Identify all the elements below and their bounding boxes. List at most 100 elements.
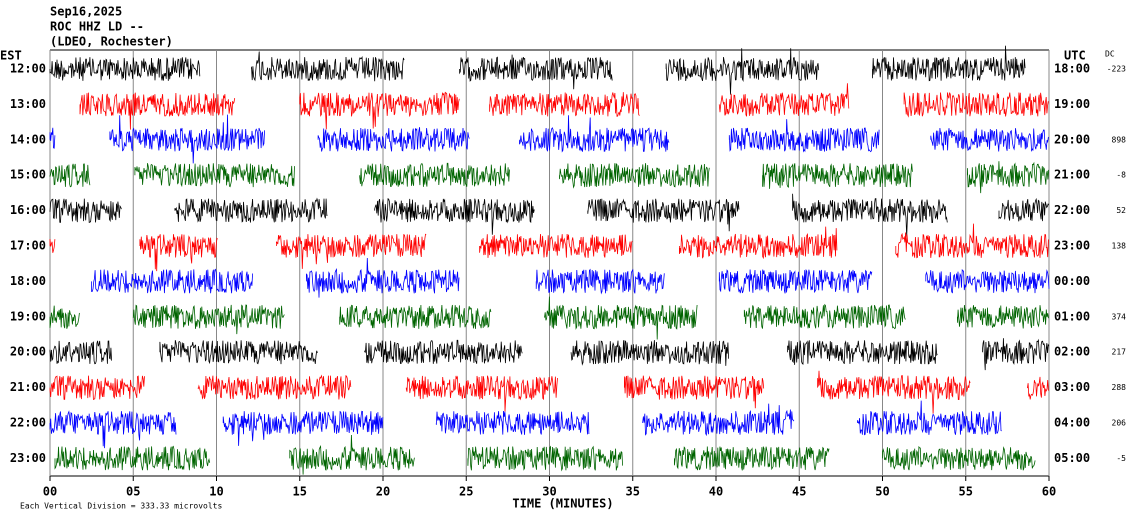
trace-segment [857,400,1002,436]
x-tick-label: 50 [875,485,889,499]
trace-segment [251,51,405,82]
trace-segment [364,339,523,364]
trace-segment [930,127,1049,152]
trace-segment [519,115,670,153]
trace-segment [1027,376,1049,400]
x-tick-label: 05 [126,485,140,499]
trace-segment [967,161,1049,194]
trace-segment [276,233,427,269]
trace-segment [49,57,201,81]
trace-segment [792,193,948,237]
trace-segment [895,223,1049,259]
left-axis-label: EST [0,49,22,63]
trace-segment [674,445,830,471]
utc-label: 05:00 [1054,451,1090,465]
trace-segment [359,162,510,187]
est-label: 17:00 [10,239,46,253]
trace-segment [998,197,1050,222]
dc-label: DC [1105,50,1115,59]
dc-value: 52 [1116,206,1126,215]
trace-segment [535,268,665,295]
est-label: 19:00 [10,309,46,323]
trace-segment [665,48,820,95]
trace-segment [174,197,328,223]
utc-label: 21:00 [1054,168,1090,182]
trace-segment [925,268,1050,294]
utc-label: 19:00 [1054,97,1090,111]
trace-segment [882,445,1036,471]
dc-value: -8 [1116,171,1126,180]
trace-segment [467,445,623,472]
trace-segment [718,83,850,117]
trace-segment [570,340,729,366]
grid [49,50,1050,476]
trace-segment [489,92,640,117]
trace-segment [405,375,558,412]
trace-segment [559,163,710,189]
trace-segment [642,403,795,437]
est-label: 14:00 [10,132,46,146]
trace-segment [289,434,415,475]
x-axis-label: TIME (MINUTES) [512,497,613,511]
dc-value: 288 [1112,383,1127,392]
x-tick-label: 40 [709,485,723,499]
trace-segment [872,45,1026,82]
trace-segment [624,375,765,409]
trace-segment [49,410,177,449]
dc-value: 138 [1112,242,1127,251]
trace-segment [679,226,838,260]
x-tick-label: 55 [959,485,973,499]
dc-value: 898 [1112,135,1127,144]
trace-segment [49,375,145,400]
utc-label: 23:00 [1054,239,1090,253]
trace-segment [459,54,613,90]
trace-segment [79,92,236,130]
footer: Each Vertical Division = 333.33 microvol… [20,502,222,511]
trace-segment [903,92,1049,118]
est-label: 13:00 [10,97,46,111]
trace-segment [49,127,56,149]
est-label: 20:00 [10,345,46,359]
trace-segment [54,445,211,471]
trace-segment [139,234,218,272]
trace-segment [134,163,295,188]
x-tick-label: 30 [542,485,556,499]
est-label: 15:00 [10,168,46,182]
trace-segment [222,410,384,446]
trace-segment [159,340,318,365]
dc-value: -223 [1107,65,1126,74]
utc-label: 02:00 [1054,345,1090,359]
trace-segment [49,238,56,253]
trace-segment [91,268,253,294]
trace-segment [762,163,913,189]
utc-label: 22:00 [1054,203,1090,217]
x-tick-label: 00 [43,485,57,499]
utc-label: 20:00 [1054,132,1090,146]
trace-segment [109,114,265,164]
utc-label: 03:00 [1054,380,1090,394]
trace-segment [49,198,122,223]
title-line: (LDEO, Rochester) [50,35,173,49]
est-label: 12:00 [10,62,46,76]
est-label: 23:00 [10,451,46,465]
trace-segment [132,304,285,335]
x-tick-label: 20 [376,485,390,499]
x-tick-label: 45 [792,485,806,499]
x-tick-label: 60 [1042,485,1056,499]
title-line: Sep16,2025 [50,5,122,19]
est-label: 18:00 [10,274,46,288]
dc-value: 374 [1112,312,1127,321]
trace-segment [787,340,938,365]
utc-label: 18:00 [1054,62,1090,76]
trace-segment [435,410,590,435]
x-tick-label: 15 [293,485,307,499]
dc-value: -5 [1116,454,1126,463]
title-line: ROC HHZ LD -- [50,20,144,34]
trace-segment [197,374,352,400]
trace-segment [957,304,1049,329]
utc-label: 00:00 [1054,274,1090,288]
right-axis-label: UTC [1064,49,1086,63]
x-tick-label: 25 [459,485,473,499]
x-tick-label: 10 [209,485,223,499]
trace-segment [299,91,460,130]
